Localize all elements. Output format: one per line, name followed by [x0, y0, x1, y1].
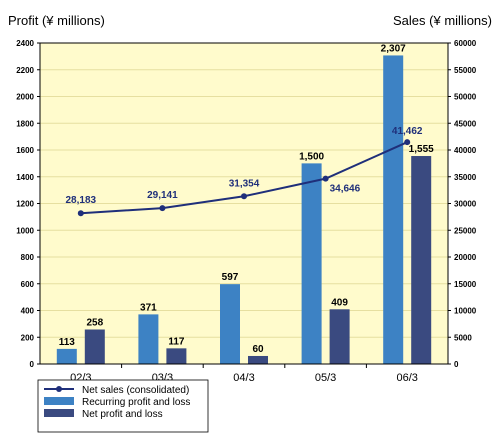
sales-point [322, 175, 329, 182]
right-tick-label: 60000 [454, 39, 477, 48]
x-tick-label: 04/3 [233, 372, 254, 384]
bar [383, 55, 404, 364]
bar-data-label: 258 [86, 317, 103, 328]
bar-data-label: 597 [222, 272, 239, 283]
bar-data-label: 2,307 [381, 43, 406, 54]
right-tick-label: 35000 [454, 173, 477, 182]
bar [329, 309, 350, 364]
legend-label: Net sales (consolidated) [82, 385, 189, 396]
left-tick-label: 2200 [16, 66, 34, 75]
left-tick-label: 600 [21, 280, 35, 289]
bar-data-label: 117 [168, 336, 185, 347]
data-labels: 113 371 597 1,500 2,307 258 117 60 409 1,555 28,18… [59, 43, 434, 355]
bar-data-label: 1,555 [409, 144, 434, 155]
bar-data-label: 371 [140, 302, 157, 313]
bar-data-label: 60 [252, 344, 264, 355]
left-tick-label: 1800 [16, 119, 34, 128]
right-axis-title: Sales (¥ millions) [393, 13, 492, 28]
bar [84, 329, 105, 364]
left-tick-label: 2000 [16, 93, 34, 102]
bar [248, 355, 268, 364]
sales-line [77, 139, 411, 217]
sales-point [159, 205, 166, 212]
right-tick-label: 10000 [454, 307, 477, 316]
bar [411, 156, 432, 364]
legend-bar-swatch [44, 397, 74, 405]
left-tick-label: 1200 [16, 200, 34, 209]
plot-frame [39, 42, 449, 365]
legend: Net sales (consolidated)Recurring profit… [37, 379, 209, 433]
left-tick-label: 1400 [16, 173, 34, 182]
left-axis-title: Profit (¥ millions) [8, 13, 105, 28]
gridlines [40, 42, 448, 338]
legend-marker [56, 386, 62, 392]
bars [56, 55, 432, 364]
right-tick-label: 25000 [454, 226, 477, 235]
left-tick-label: 400 [21, 307, 35, 316]
right-tick-label: 15000 [454, 280, 477, 289]
sales-point [241, 193, 247, 200]
x-tick-label: 06/3 [396, 372, 417, 384]
bar [166, 348, 187, 364]
left-tick-label: 200 [21, 333, 35, 342]
bar [138, 314, 159, 364]
sales-data-label: 41,462 [392, 126, 423, 137]
sales-point [404, 139, 411, 146]
right-tick-label: 30000 [454, 200, 477, 209]
sales-data-label: 31,354 [229, 178, 260, 189]
right-tick-label: 40000 [454, 146, 477, 155]
x-tick-label: 05/3 [315, 372, 336, 384]
left-tick-label: 800 [21, 253, 35, 262]
right-tick-label: 50000 [454, 93, 477, 102]
legend-label: Recurring profit and loss [82, 397, 190, 408]
right-tick-label: 55000 [454, 66, 477, 75]
sales-data-label: 28,183 [66, 195, 97, 206]
left-tick-label: 0 [30, 360, 35, 369]
left-tick-label: 2400 [16, 39, 34, 48]
sales-data-label: 29,141 [147, 190, 178, 201]
right-tick-label: 0 [454, 360, 459, 369]
right-tick-label: 5000 [454, 333, 472, 342]
bar-data-label: 113 [59, 337, 76, 348]
left-tick-label: 1000 [16, 226, 34, 235]
legend-bar-swatch [44, 409, 74, 417]
right-tick-label: 20000 [454, 253, 477, 262]
left-tick-label: 1600 [16, 146, 34, 155]
bar [220, 284, 240, 364]
legend-label: Net profit and loss [82, 409, 163, 420]
sales-data-label: 34,646 [330, 184, 361, 195]
bar-data-label: 1,500 [299, 151, 324, 162]
bar-data-label: 409 [331, 297, 348, 308]
right-tick-label: 45000 [454, 119, 477, 128]
sales-point [77, 210, 84, 217]
bar [301, 163, 322, 364]
bar [56, 348, 77, 364]
